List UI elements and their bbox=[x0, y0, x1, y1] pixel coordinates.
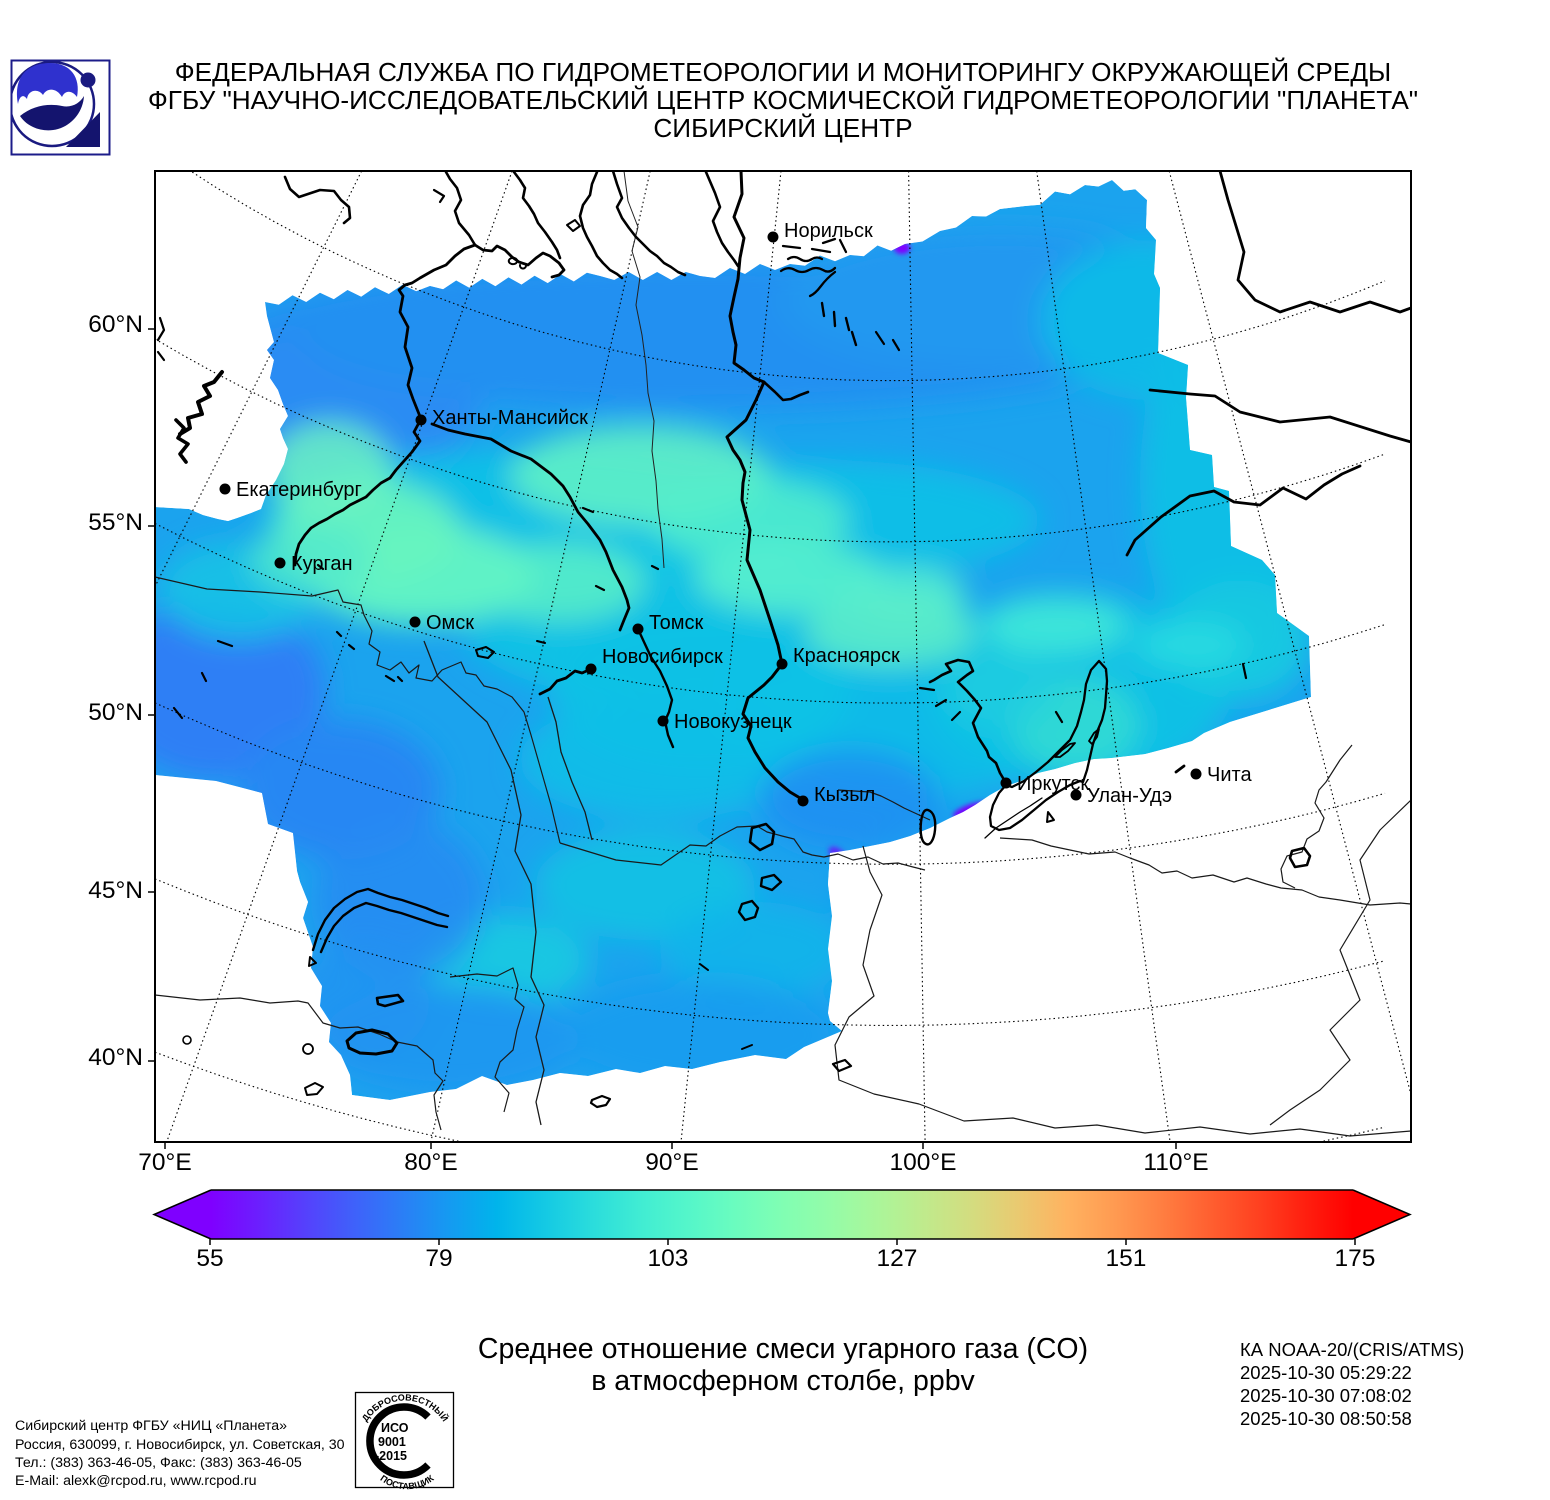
svg-text:2025-10-30 08:50:58: 2025-10-30 08:50:58 bbox=[1240, 1408, 1412, 1429]
svg-text:175: 175 bbox=[1335, 1245, 1376, 1272]
svg-text:ИСО: ИСО bbox=[381, 1421, 409, 1435]
svg-text:103: 103 bbox=[648, 1245, 689, 1272]
svg-text:55: 55 bbox=[196, 1245, 223, 1272]
svg-text:ФГБУ "НАУЧНО-ИССЛЕДОВАТЕЛЬСКИЙ: ФГБУ "НАУЧНО-ИССЛЕДОВАТЕЛЬСКИЙ ЦЕНТР КОС… bbox=[148, 85, 1418, 115]
svg-text:Улан-Удэ: Улан-Удэ bbox=[1087, 785, 1172, 807]
svg-text:Новосибирск: Новосибирск bbox=[602, 646, 723, 668]
svg-text:СИБИРСКИЙ ЦЕНТР: СИБИРСКИЙ ЦЕНТР bbox=[653, 113, 912, 143]
svg-text:Новокузнецк: Новокузнецк bbox=[674, 711, 792, 733]
svg-text:Тел.: (383) 363-46-05, Факс: (: Тел.: (383) 363-46-05, Факс: (383) 363-4… bbox=[15, 1455, 302, 1471]
svg-text:100°E: 100°E bbox=[889, 1149, 956, 1176]
svg-text:50°N: 50°N bbox=[88, 699, 143, 726]
svg-text:90°E: 90°E bbox=[645, 1149, 698, 1176]
svg-text:55°N: 55°N bbox=[88, 509, 143, 536]
svg-text:45°N: 45°N bbox=[88, 877, 143, 904]
svg-text:151: 151 bbox=[1106, 1245, 1147, 1272]
svg-text:-2015: -2015 bbox=[375, 1449, 407, 1463]
svg-text:Омск: Омск bbox=[426, 612, 474, 634]
svg-text:Сибирский центр ФГБУ «НИЦ «Пла: Сибирский центр ФГБУ «НИЦ «Планета» bbox=[15, 1418, 287, 1434]
svg-text:КА NOAA-20/(CRIS/ATMS): КА NOAA-20/(CRIS/ATMS) bbox=[1240, 1339, 1464, 1360]
svg-text:E-Mail: alexk@rcpod.ru, www.rc: E-Mail: alexk@rcpod.ru, www.rcpod.ru bbox=[15, 1473, 256, 1489]
svg-text:2025-10-30 07:08:02: 2025-10-30 07:08:02 bbox=[1240, 1385, 1412, 1406]
svg-text:Россия, 630099, г. Новосибирск: Россия, 630099, г. Новосибирск, ул. Сове… bbox=[15, 1437, 345, 1453]
svg-text:Красноярск: Красноярск bbox=[793, 645, 900, 667]
svg-text:70°E: 70°E bbox=[138, 1149, 191, 1176]
svg-text:Ханты-Мансийск: Ханты-Мансийск bbox=[432, 407, 588, 429]
svg-text:60°N: 60°N bbox=[88, 311, 143, 338]
svg-text:110°E: 110°E bbox=[1143, 1149, 1208, 1176]
svg-text:127: 127 bbox=[877, 1245, 918, 1272]
svg-text:Иркутск: Иркутск bbox=[1017, 773, 1089, 795]
svg-text:Норильск: Норильск bbox=[784, 220, 873, 242]
svg-text:79: 79 bbox=[425, 1245, 452, 1272]
svg-text:Среднее отношение смеси угарно: Среднее отношение смеси угарного газа (C… bbox=[478, 1333, 1088, 1365]
svg-text:в атмосферном столбе, ppbv: в атмосферном столбе, ppbv bbox=[591, 1365, 975, 1397]
svg-text:80°E: 80°E bbox=[404, 1149, 457, 1176]
svg-text:Екатеринбург: Екатеринбург bbox=[236, 479, 362, 501]
svg-text:Томск: Томск bbox=[649, 612, 704, 634]
svg-text:ФЕДЕРАЛЬНАЯ СЛУЖБА ПО ГИДРОМЕТ: ФЕДЕРАЛЬНАЯ СЛУЖБА ПО ГИДРОМЕТЕОРОЛОГИИ … bbox=[175, 57, 1392, 87]
svg-text:40°N: 40°N bbox=[88, 1044, 143, 1071]
svg-text:Чита: Чита bbox=[1207, 764, 1252, 786]
svg-text:2025-10-30 05:29:22: 2025-10-30 05:29:22 bbox=[1240, 1362, 1412, 1383]
svg-text:9001: 9001 bbox=[378, 1435, 406, 1449]
svg-text:Курган: Курган bbox=[291, 553, 353, 575]
svg-text:Кызыл: Кызыл bbox=[814, 784, 875, 806]
